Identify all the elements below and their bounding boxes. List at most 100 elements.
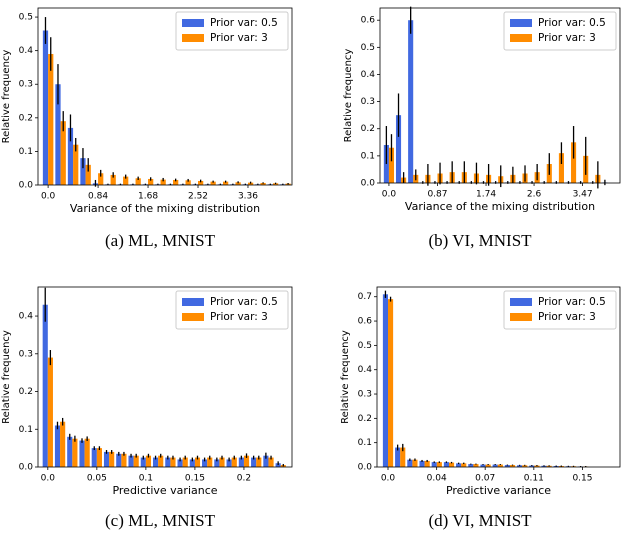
bar [395,115,402,183]
bar [80,158,86,185]
bar [382,294,389,467]
axes-frame [376,286,621,468]
legend-label: Prior var: 0.5 [210,296,278,308]
bar [67,127,74,185]
x-tick-label: 0.11 [524,474,544,484]
x-tick-label: 0.05 [87,474,107,484]
bar [395,447,401,467]
bar [448,462,455,467]
x-tick-label: 2.52 [188,192,208,202]
bar [431,462,437,467]
x-tick-label: 0.1 [139,474,153,484]
bar [109,451,115,467]
x-tick-label: 0.0 [41,474,56,484]
legend-swatch [182,19,204,27]
bar [497,464,503,467]
legend-swatch [182,34,204,42]
bar [546,465,552,467]
y-tick-label: 0.2 [19,387,33,397]
bar [121,453,127,467]
y-tick-label: 0.5 [19,13,33,23]
y-tick-label: 0.0 [19,181,34,191]
legend: Prior var: 0.5 Prior var: 3 [175,290,289,330]
bar [194,457,201,467]
bar [207,457,213,467]
bar [55,84,61,185]
x-tick-label: 0.84 [88,192,108,202]
bar [60,421,66,467]
bar [140,457,146,467]
bar [522,465,528,467]
x-axis-label: Predictive variance [446,484,551,497]
bar [461,463,467,467]
bar [160,179,166,185]
y-tick-label: 0.0 [361,179,376,189]
bar [424,460,430,467]
bar [504,465,510,467]
legend-label: Prior var: 3 [538,311,596,323]
y-tick-label: 0.2 [358,414,372,424]
bar [509,465,516,467]
bar [412,459,418,467]
x-tick-label: 0.2 [237,474,251,484]
bar [263,455,269,467]
bar [407,459,413,467]
bar [408,20,414,183]
y-tick-label: 0.1 [19,147,33,157]
x-axis-label: Predictive variance [112,484,217,497]
bar [571,142,577,183]
x-tick-label: 0.0 [41,192,56,202]
x-tick-label: 3.36 [238,192,258,202]
bar [73,144,79,185]
legend-label: Prior var: 0.5 [210,17,278,29]
axes-frame [379,7,621,184]
bar [128,455,134,467]
bar [148,178,154,185]
bar [98,173,104,185]
x-tick-label: 0.04 [427,474,447,484]
y-tick-label: 0.4 [19,312,34,322]
y-tick-label: 0.0 [358,463,373,473]
legend-swatch [510,19,532,27]
bar [541,465,547,467]
bar [210,181,216,185]
x-tick-label: 0.0 [382,190,397,200]
bar [492,464,498,467]
bar [123,176,129,185]
legend-label: Prior var: 3 [210,311,268,323]
bar [170,457,176,467]
legend: Prior var: 0.5 Prior var: 3 [175,11,289,51]
legend: Prior var: 0.5 Prior var: 3 [503,290,617,330]
bar [177,459,183,467]
legend-swatch [182,313,204,321]
y-tick-label: 0.5 [358,341,372,351]
bar [214,459,220,467]
bar [388,299,394,467]
x-tick-label: 0.0 [381,474,396,484]
bar [198,180,204,185]
y-axis-label: Relative frequency [1,330,12,424]
y-tick-label: 0.3 [358,390,372,400]
bar [60,121,66,185]
caption: (d) VI, MNIST [428,511,532,530]
x-tick-label: 2.6 [527,190,542,200]
bar [443,462,449,467]
axes-frame [37,7,293,186]
legend-swatch [182,298,204,306]
bar [480,464,486,467]
x-tick-label: 0.15 [185,474,205,484]
bar [185,180,191,185]
bar [468,464,474,467]
y-tick-label: 0.4 [361,70,376,80]
x-tick-label: 1.74 [476,190,496,200]
bar [473,464,479,467]
legend-swatch [510,298,532,306]
y-tick-label: 0.7 [358,292,372,302]
bar [231,457,237,467]
bar [485,464,491,467]
bar [243,455,250,467]
bar [517,465,523,467]
legend-label: Prior var: 0.5 [538,17,606,29]
bar [116,453,122,467]
bar [268,457,274,467]
